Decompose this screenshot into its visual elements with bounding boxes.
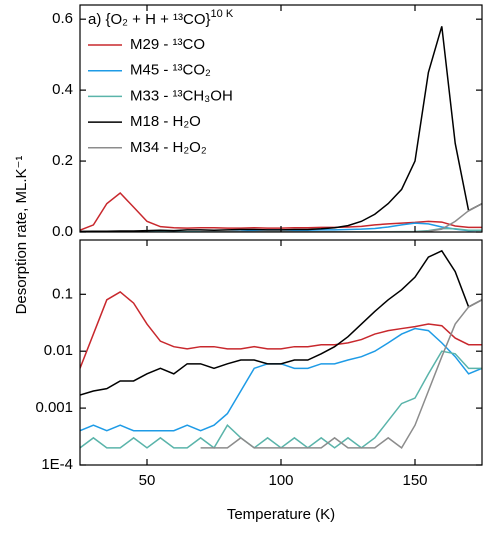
y-tick-label: 0.6 xyxy=(52,10,73,27)
y-tick-label: 0.0 xyxy=(52,223,73,240)
legend-label: M33 - ¹³CH₃OH xyxy=(130,87,233,104)
data-line xyxy=(200,299,482,449)
plot-area xyxy=(80,249,482,449)
legend-label: M45 - ¹³CO₂ xyxy=(130,62,211,79)
y-tick-label: 0.01 xyxy=(44,342,73,359)
y-tick-label: 0.4 xyxy=(52,81,73,98)
legend-label: M34 - H₂O₂ xyxy=(130,139,207,156)
x-axis-label: Temperature (K) xyxy=(227,506,335,523)
y-tick-label: 0.001 xyxy=(35,399,73,416)
x-tick-label: 50 xyxy=(139,472,156,489)
data-line xyxy=(80,350,482,449)
y-tick-label: 0.1 xyxy=(52,285,73,302)
x-tick-label: 150 xyxy=(402,472,427,489)
legend-label: M29 - ¹³CO xyxy=(130,36,205,53)
data-line xyxy=(80,191,482,231)
title-text: a) {O₂ + H + ¹³CO} xyxy=(88,11,211,28)
y-tick-label: 0.2 xyxy=(52,152,73,169)
title-superscript: 10 K xyxy=(211,8,234,20)
data-line xyxy=(80,327,482,432)
y-axis-label: Desorption rate, ML.K⁻¹ xyxy=(13,156,30,315)
data-line xyxy=(80,291,482,369)
legend-label: M18 - H₂O xyxy=(130,113,201,130)
x-tick-label: 100 xyxy=(268,472,293,489)
data-line xyxy=(80,249,482,396)
chart-title: a) {O₂ + H + ¹³CO}10 K xyxy=(88,8,234,28)
y-tick-label: 1E-4 xyxy=(41,456,73,473)
